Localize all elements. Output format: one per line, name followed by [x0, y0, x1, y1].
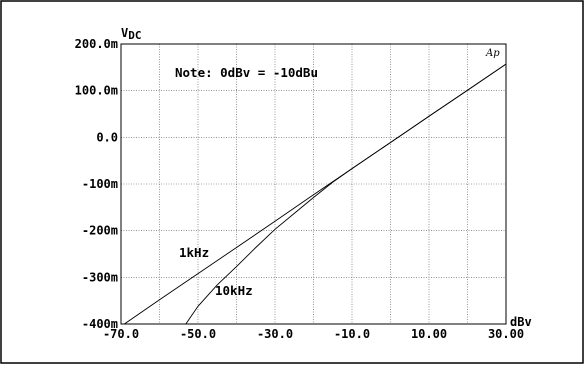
- label-10khz: 10kHz: [215, 283, 253, 298]
- x-axis-label: dBv: [510, 315, 532, 329]
- x-tick-label: -30.0: [257, 327, 293, 341]
- y-tick-label: -200m: [82, 224, 118, 238]
- grid: [121, 44, 506, 324]
- x-tick-label: 30.00: [488, 327, 524, 341]
- y-tick-labels: 200.0m 100.0m 0.0 -100m -200m -300m -400m: [75, 37, 118, 331]
- x-tick-label: -50.0: [180, 327, 216, 341]
- plot-border: [120, 43, 507, 325]
- y-axis-label: VDC: [121, 26, 141, 42]
- series-lines: [123, 63, 506, 324]
- y-tick-label: -100m: [82, 177, 118, 191]
- note-annotation: Note: 0dBv = -10dBu: [175, 65, 318, 80]
- x-tick-labels: -70.0 -50.0 -30.0 -10.0 10.00 30.00: [103, 327, 524, 341]
- ap-logo: Ap: [485, 48, 500, 59]
- y-tick-label: -400m: [82, 317, 118, 331]
- x-tick-label: 10.00: [411, 327, 447, 341]
- y-tick-label: 200.0m: [75, 37, 118, 51]
- y-tick-label: -300m: [82, 270, 118, 284]
- x-tick-label: -70.0: [103, 327, 139, 341]
- x-tick-label: -10.0: [334, 327, 370, 341]
- y-tick-label: 0.0: [96, 130, 118, 144]
- label-1khz: 1kHz: [179, 245, 209, 260]
- y-tick-label: 100.0m: [75, 84, 118, 98]
- series-line-10khz: [185, 63, 506, 324]
